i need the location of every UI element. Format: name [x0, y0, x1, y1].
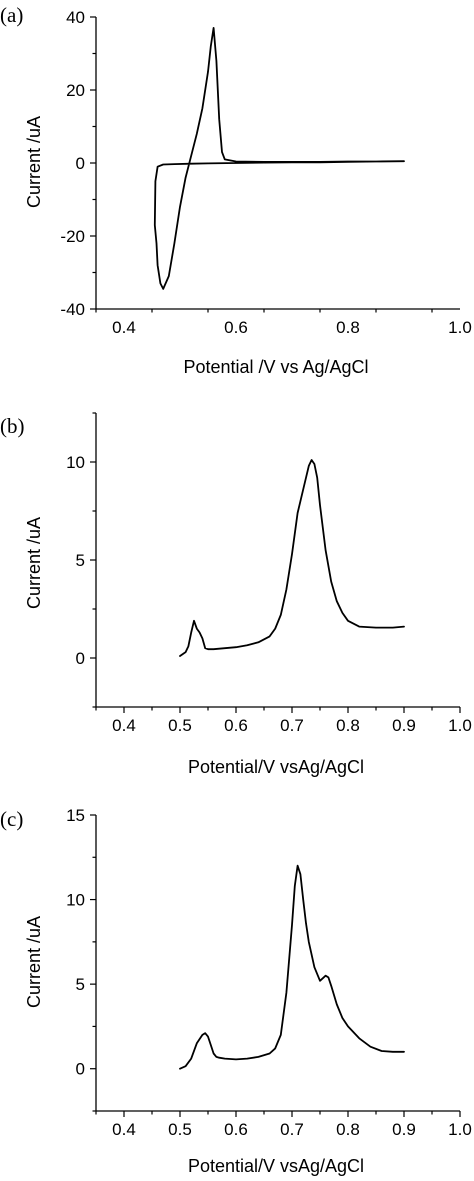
panel-a-x-tick-label: 0.4: [112, 318, 136, 337]
panel-a-y-tick-label: -20: [60, 227, 85, 246]
panel-b-x-tick-label: 0.4: [112, 716, 136, 735]
panel-a-plot: 0.4 0.6 0.8 1.0 -40 -20 0 20 40: [60, 8, 471, 337]
panel-a-x-axis-title: Potential /V vs Ag/AgCl: [183, 357, 368, 377]
panel-b-x-tick-label: 1.0: [448, 716, 472, 735]
panel-b-y-axis-title: Current /uA: [24, 517, 44, 609]
panel-a-series-line: [153, 27, 405, 290]
panel-b-x-tick-label: 0.5: [168, 716, 192, 735]
panel-b-x-tick-label: 0.8: [336, 716, 360, 735]
panel-c-y-tick-label: 0: [76, 1060, 85, 1079]
panel-c-x-tick-label: 0.7: [280, 1120, 304, 1139]
panel-a-x-tick-label: 0.8: [336, 318, 360, 337]
panel-b-y-tick-label: 10: [66, 453, 85, 472]
panel-a: (a) 0.4 0.6 0.8 1.0 -40 -20 0 20 40 Potential /V…: [0, 3, 472, 377]
panel-b-x-tick-label: 0.7: [280, 716, 304, 735]
panel-c-label: (c): [0, 807, 23, 831]
panel-c-series-line: [179, 864, 405, 1070]
panel-c-y-axis-title: Current /uA: [24, 916, 44, 1008]
panel-b-plot: 0.4 0.5 0.6 0.7 0.8 0.9 1.0 0 5 10: [66, 412, 472, 735]
panel-a-x-tick-label: 1.0: [448, 318, 472, 337]
panel-a-label: (a): [0, 3, 23, 27]
panel-c-x-axis-title: Potential/V vsAg/AgCl: [188, 1156, 364, 1176]
panel-c-y-tick-label: 15: [66, 806, 85, 825]
panel-a-y-tick-label: 40: [66, 8, 85, 27]
panel-b-x-tick-label: 0.6: [224, 716, 248, 735]
panel-a-y-tick-label: 0: [76, 154, 85, 173]
panel-b-series-line: [179, 459, 405, 657]
panel-a-x-tick-label: 0.6: [224, 318, 248, 337]
panel-c-x-tick-label: 0.8: [336, 1120, 360, 1139]
panel-b: (b) 0.4 0.5 0.6 0.7 0.8 0.9 1.0 0 5 10 Potential/…: [0, 412, 472, 777]
panel-b-y-tick-label: 0: [76, 649, 85, 668]
panel-b-label: (b): [0, 414, 25, 438]
panel-c-y-tick-label: 5: [76, 975, 85, 994]
panel-c-x-tick-label: 1.0: [448, 1120, 472, 1139]
panel-b-x-axis-title: Potential/V vsAg/AgCl: [188, 757, 364, 777]
panel-c: (c) 0.4 0.5 0.6 0.7 0.8 0.9 1.0 0 5 10 15 Potentia…: [0, 806, 472, 1176]
panel-c-x-tick-label: 0.5: [168, 1120, 192, 1139]
panel-a-y-tick-label: 20: [66, 81, 85, 100]
panel-b-x-tick-label: 0.9: [392, 716, 416, 735]
panel-c-x-tick-label: 0.4: [112, 1120, 136, 1139]
panel-c-x-tick-label: 0.6: [224, 1120, 248, 1139]
panel-c-x-tick-label: 0.9: [392, 1120, 416, 1139]
panel-c-y-tick-label: 10: [66, 891, 85, 910]
panel-a-y-axis-title: Current /uA: [24, 116, 44, 208]
panel-c-plot: 0.4 0.5 0.6 0.7 0.8 0.9 1.0 0 5 10 15: [66, 806, 472, 1139]
panel-b-y-tick-label: 5: [76, 551, 85, 570]
panel-a-y-tick-label: -40: [60, 300, 85, 319]
